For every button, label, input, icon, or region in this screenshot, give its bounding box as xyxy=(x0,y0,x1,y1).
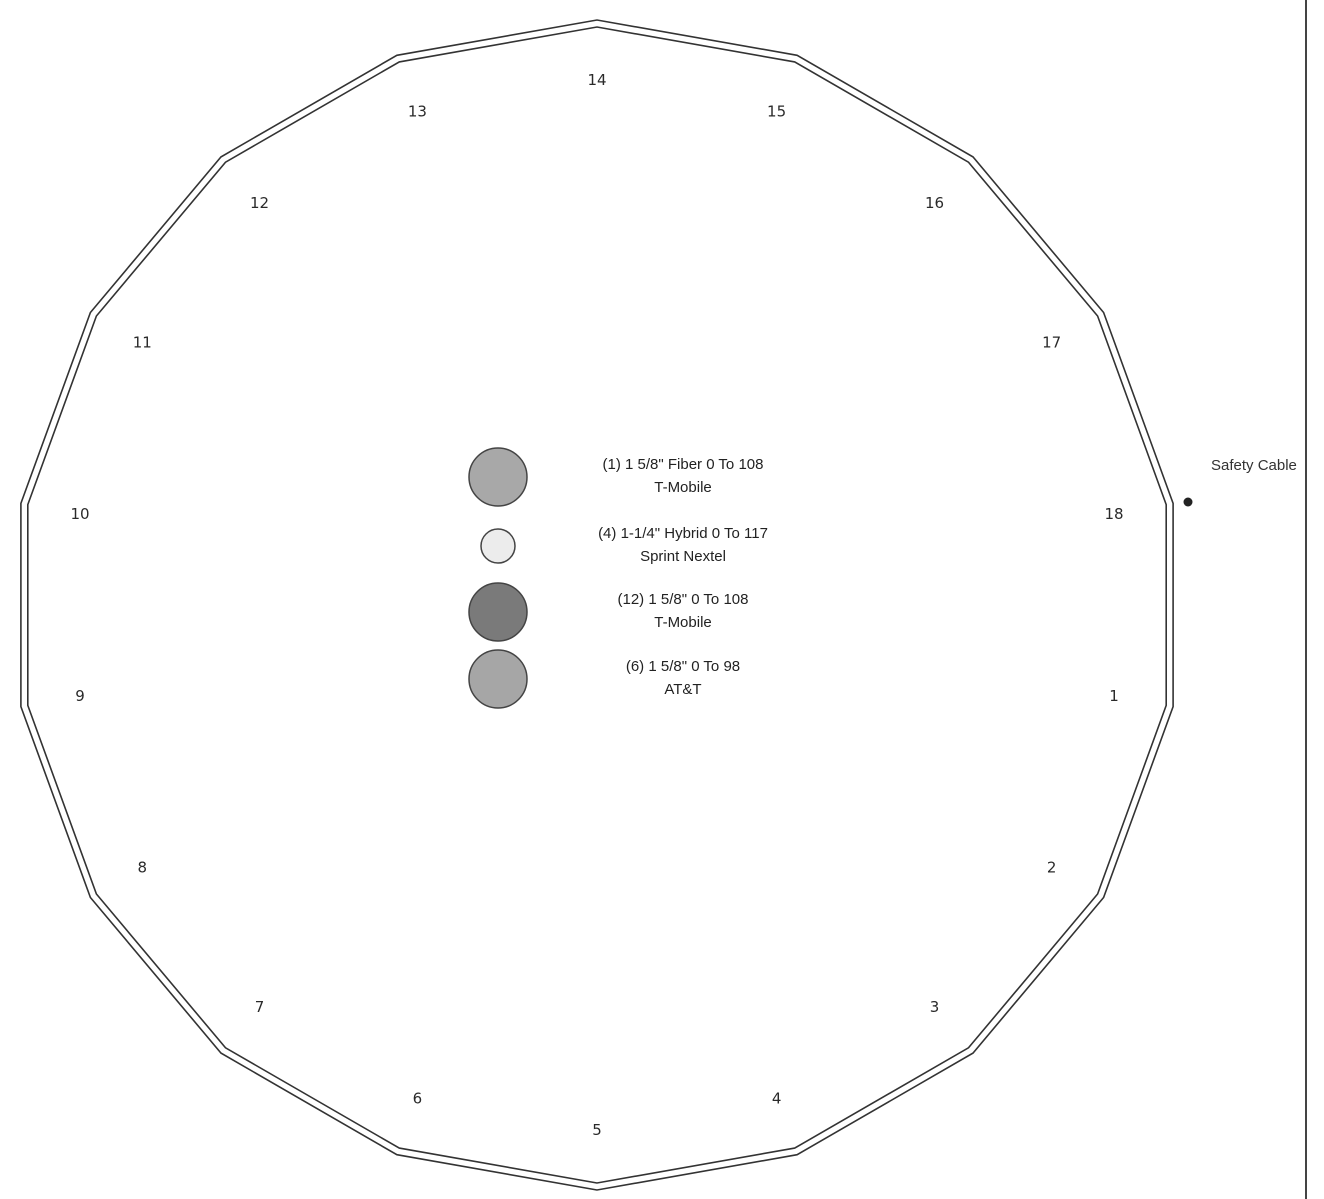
face-number-9: 9 xyxy=(75,687,85,705)
face-number-11: 11 xyxy=(133,334,152,352)
tower-outline-outer xyxy=(20,19,1174,1191)
face-number-4: 4 xyxy=(772,1089,782,1107)
face-number-18: 18 xyxy=(1104,505,1123,523)
cable-label-line2-4: AT&T xyxy=(664,681,701,698)
face-number-16: 16 xyxy=(925,194,944,212)
tower-outline-inner xyxy=(26,26,1167,1184)
safety-cable-label: Safety Cable xyxy=(1211,457,1297,474)
cable-label-line1-2: (4) 1-1/4" Hybrid 0 To 117 xyxy=(598,525,768,542)
face-number-7: 7 xyxy=(255,998,265,1016)
cable-circle-2 xyxy=(480,528,516,564)
cable-circle-4 xyxy=(468,649,528,709)
cable-legend: (1) 1 5/8" Fiber 0 To 108 T-Mobile (4) 1-1… xyxy=(468,447,768,709)
face-number-3: 3 xyxy=(930,998,940,1016)
cable-label-line1-1: (1) 1 5/8" Fiber 0 To 108 xyxy=(603,456,764,473)
face-number-15: 15 xyxy=(767,103,786,121)
safety-cable-marker xyxy=(1183,497,1193,507)
cable-label-line2-1: T-Mobile xyxy=(654,479,712,496)
face-number-17: 17 xyxy=(1042,334,1061,352)
cable-label-line2-2: Sprint Nextel xyxy=(640,548,726,565)
cable-label-line2-3: T-Mobile xyxy=(654,614,712,631)
face-number-6: 6 xyxy=(413,1089,423,1107)
face-number-2: 2 xyxy=(1047,859,1057,877)
cable-label-line1-4: (6) 1 5/8" 0 To 98 xyxy=(626,658,740,675)
face-number-12: 12 xyxy=(250,194,269,212)
face-number-5: 5 xyxy=(592,1121,602,1139)
face-number-14: 14 xyxy=(587,71,606,89)
face-number-10: 10 xyxy=(70,505,89,523)
face-number-13: 13 xyxy=(408,103,427,121)
cable-circle-1 xyxy=(468,447,528,507)
face-number-8: 8 xyxy=(138,859,148,877)
cable-label-line1-3: (12) 1 5/8" 0 To 108 xyxy=(618,591,749,608)
cable-circle-3 xyxy=(468,582,528,642)
face-number-1: 1 xyxy=(1109,687,1119,705)
